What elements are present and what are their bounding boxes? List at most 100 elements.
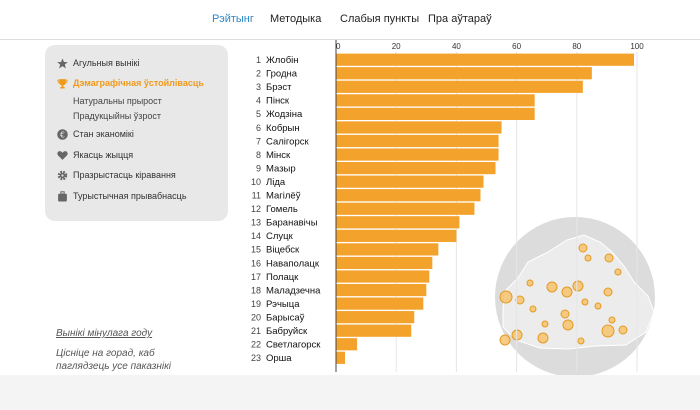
city-marker[interactable] [577, 337, 585, 345]
heart-icon [57, 150, 68, 160]
sidebar-item-tourism[interactable]: Турыстычная прывабнасць [57, 189, 187, 203]
bar[interactable] [336, 107, 535, 120]
city-marker[interactable] [561, 286, 573, 298]
bar[interactable] [336, 148, 499, 161]
city-label[interactable]: Салігорск [266, 136, 309, 147]
city-label[interactable]: Полацк [266, 272, 299, 283]
sidebar-item-demography[interactable]: Дэмаграфічная ўстойлівасць [57, 76, 204, 90]
bar[interactable] [336, 134, 499, 148]
bar[interactable] [336, 202, 475, 215]
city-label[interactable]: Баранавічы [266, 218, 318, 229]
sidebar-item-quality-of-life[interactable]: Якасць жыцця [57, 148, 133, 162]
bar[interactable] [336, 121, 502, 134]
city-label[interactable]: Пінск [266, 96, 290, 107]
bar[interactable] [336, 94, 535, 107]
star-icon [57, 57, 68, 68]
sidebar-item-economy[interactable]: € Стан эканомікі [57, 127, 134, 141]
svg-text:€: € [60, 130, 65, 139]
city-marker[interactable] [614, 268, 622, 276]
bar[interactable] [336, 175, 484, 188]
rank-label: 10 [251, 177, 261, 187]
sidebar-subitem-natural-growth[interactable]: Натуральны прырост [73, 96, 162, 106]
city-marker[interactable] [604, 253, 614, 263]
city-marker[interactable] [618, 325, 628, 335]
belarus-outline [502, 234, 655, 350]
belarus-map[interactable] [495, 217, 655, 377]
city-marker[interactable] [603, 287, 613, 297]
nav-methodology[interactable]: Методыка [270, 13, 322, 25]
city-label[interactable]: Орша [266, 353, 292, 364]
city-label[interactable]: Барысаў [266, 312, 305, 323]
city-marker[interactable] [594, 302, 602, 310]
x-tick-label: 80 [572, 42, 581, 51]
sidebar-item-overall[interactable]: Агульныя вынікі [57, 56, 140, 70]
luggage-icon [58, 190, 67, 201]
city-marker[interactable] [578, 243, 588, 253]
city-label[interactable]: Мазыр [266, 163, 296, 174]
chart-city-labels[interactable]: Жлобін Гродна Брэст Пінск Жодзіна Кобрын Саліг… [266, 55, 321, 364]
city-marker[interactable] [581, 298, 589, 306]
bar[interactable] [336, 270, 430, 283]
bar[interactable] [336, 351, 346, 364]
x-tick-label: 0 [336, 42, 341, 51]
city-marker[interactable] [515, 295, 525, 305]
nav-about-authors[interactable]: Пра аўтараў [428, 13, 492, 25]
city-label[interactable]: Гродна [266, 69, 298, 80]
city-marker[interactable] [601, 324, 615, 338]
bar[interactable] [336, 256, 433, 270]
bar[interactable] [336, 53, 634, 66]
city-label[interactable]: Жлобін [266, 55, 299, 66]
city-markers[interactable] [499, 243, 628, 346]
city-label[interactable]: Кобрын [266, 123, 300, 134]
city-marker[interactable] [572, 280, 584, 292]
bar[interactable] [336, 229, 457, 242]
city-label[interactable]: Наваполацк [266, 258, 320, 269]
city-label[interactable]: Слуцк [266, 231, 294, 242]
city-label[interactable]: Брэст [266, 82, 292, 93]
city-label[interactable]: Рэчыца [266, 299, 300, 310]
city-label[interactable]: Ліда [266, 177, 286, 188]
city-label[interactable]: Бабруйск [266, 326, 308, 337]
city-marker[interactable] [608, 316, 616, 324]
city-marker[interactable] [541, 320, 549, 328]
sidebar-subitem-working-age[interactable]: Прадукцыйны ўзрост [73, 111, 162, 121]
bar[interactable] [336, 162, 496, 175]
bar[interactable] [336, 216, 460, 229]
bar[interactable] [336, 67, 592, 80]
sidebar-item-label: Дэмаграфічная ўстойлівасць [73, 78, 204, 88]
sidebar-item-governance-transparency[interactable]: Празрыстасць кiравання [57, 168, 176, 182]
nav-rating[interactable]: Рэйтынг [212, 13, 254, 25]
bar[interactable] [336, 243, 439, 256]
bar[interactable] [336, 297, 424, 310]
rank-label: 16 [251, 258, 261, 268]
city-label[interactable]: Жодзіна [266, 109, 303, 120]
nav-weak-points[interactable]: Слабыя пункты [340, 13, 420, 25]
chart-bars[interactable] [336, 53, 634, 364]
previous-year-results-link[interactable]: Вынікі мінулага году [56, 328, 153, 339]
city-marker[interactable] [537, 332, 549, 344]
city-label[interactable]: Мінск [266, 150, 291, 161]
city-label[interactable]: Светлагорск [266, 340, 321, 351]
city-marker[interactable] [562, 319, 574, 331]
sidebar-item-label: Турыстычная прывабнасць [73, 191, 187, 201]
city-marker[interactable] [526, 279, 534, 287]
city-label[interactable]: Маладзечна [266, 285, 321, 296]
city-marker[interactable] [560, 309, 570, 319]
city-marker[interactable] [499, 334, 511, 346]
x-tick-label: 20 [392, 42, 401, 51]
city-marker[interactable] [584, 254, 592, 262]
city-label[interactable]: Гомель [266, 204, 298, 215]
bar[interactable] [336, 80, 583, 93]
bar[interactable] [336, 338, 358, 351]
rank-label: 18 [251, 285, 261, 295]
bar[interactable] [336, 324, 412, 337]
bar[interactable] [336, 189, 481, 202]
city-marker[interactable] [499, 290, 513, 304]
bar[interactable] [336, 311, 415, 324]
city-label[interactable]: Магілёў [266, 191, 301, 202]
rank-label: 17 [251, 272, 261, 282]
city-marker[interactable] [529, 305, 537, 313]
bar[interactable] [336, 283, 427, 297]
city-marker[interactable] [546, 281, 558, 293]
city-label[interactable]: Віцебск [266, 245, 300, 256]
